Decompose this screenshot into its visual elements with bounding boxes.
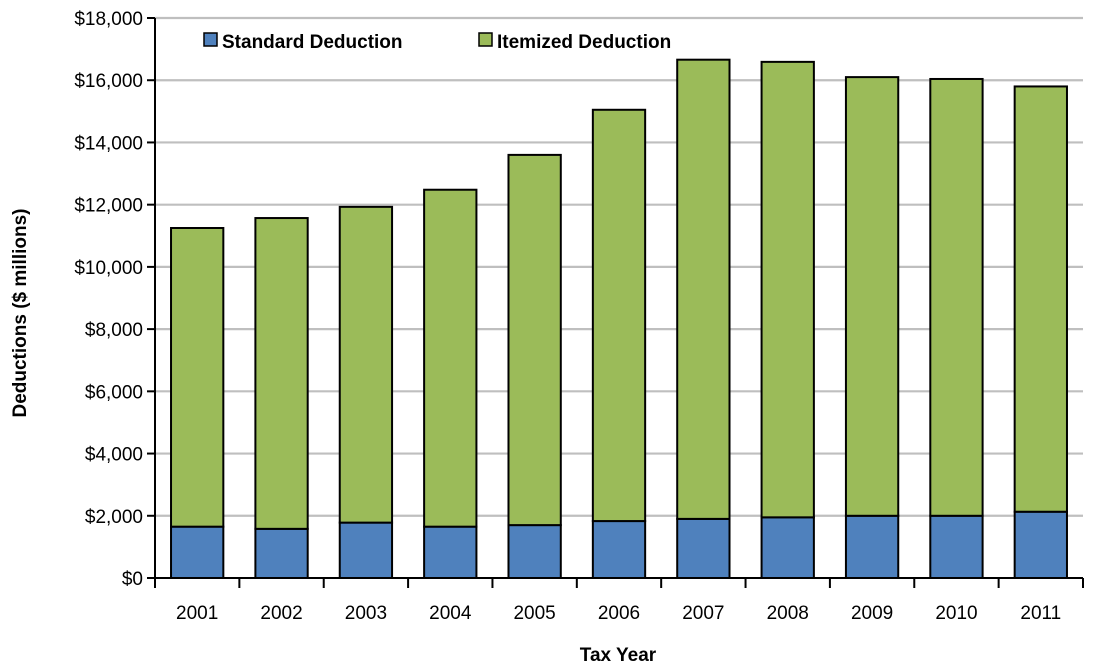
- y-tick-label: $6,000: [85, 382, 143, 403]
- x-tick-label: 2003: [345, 603, 387, 624]
- bar-itemized-2005: [507, 153, 562, 527]
- bar-standard-2010: [929, 514, 984, 579]
- bar-itemized-2009: [844, 76, 900, 517]
- bar-itemized-2004: [423, 188, 478, 528]
- axes: [147, 17, 1084, 588]
- y-tick-label: $16,000: [74, 71, 143, 92]
- y-tick-label: $4,000: [85, 445, 143, 466]
- bar-standard-2004: [423, 525, 478, 580]
- bar-standard-2008: [760, 516, 815, 579]
- x-tick-label: 2004: [429, 603, 472, 624]
- bar-itemized-2001: [170, 227, 225, 528]
- legend-swatch-itemized: [478, 32, 493, 47]
- bar-itemized-2011: [1013, 85, 1068, 513]
- y-axis-title: Deductions ($ millions): [10, 208, 31, 417]
- x-tick-label: 2010: [935, 603, 977, 624]
- bar-itemized-2007: [676, 58, 731, 520]
- legend: Standard Deduction Itemized Deduction: [203, 32, 671, 53]
- x-tick-label: 2007: [682, 603, 724, 624]
- y-tick-label: $12,000: [74, 196, 143, 217]
- bar-itemized-2002: [254, 217, 309, 530]
- x-tick-label: 2001: [176, 603, 218, 624]
- x-tick-label: 2002: [260, 603, 302, 624]
- bar-itemized-2003: [338, 205, 394, 524]
- bar-standard-2003: [338, 521, 394, 579]
- x-tick-label: 2009: [851, 603, 893, 624]
- y-tick-label: $10,000: [74, 258, 143, 279]
- x-tick-label: 2005: [513, 603, 555, 624]
- y-tick-label: $14,000: [74, 133, 143, 154]
- bar-itemized-2010: [929, 77, 984, 517]
- tick-labels: $0 $2,000 $4,000 $6,000 $8,000 $10,000 $12,000…: [74, 9, 1061, 624]
- bar-standard-2007: [676, 517, 731, 580]
- y-tick-label: $0: [122, 569, 143, 590]
- x-axis-title: Tax Year: [580, 645, 657, 666]
- legend-label-itemized: Itemized Deduction: [497, 32, 671, 53]
- legend-swatch-standard: [203, 32, 218, 47]
- x-tick-label: 2006: [598, 603, 640, 624]
- bar-itemized-2008: [760, 60, 815, 519]
- bar-itemized-2006: [591, 108, 647, 523]
- legend-label-standard: Standard Deduction: [222, 32, 403, 53]
- y-tick-label: $18,000: [74, 9, 143, 30]
- bar-standard-2011: [1013, 510, 1068, 580]
- bar-standard-2009: [844, 514, 900, 579]
- y-tick-label: $8,000: [85, 320, 143, 341]
- bar-standard-2005: [507, 524, 562, 579]
- bars: [170, 58, 1068, 580]
- x-tick-label: 2008: [767, 603, 809, 624]
- bar-standard-2002: [254, 527, 309, 579]
- bar-standard-2006: [591, 520, 647, 579]
- y-tick-label: $2,000: [85, 507, 143, 528]
- x-tick-label: 2011: [1020, 603, 1061, 624]
- bar-standard-2001: [170, 525, 225, 580]
